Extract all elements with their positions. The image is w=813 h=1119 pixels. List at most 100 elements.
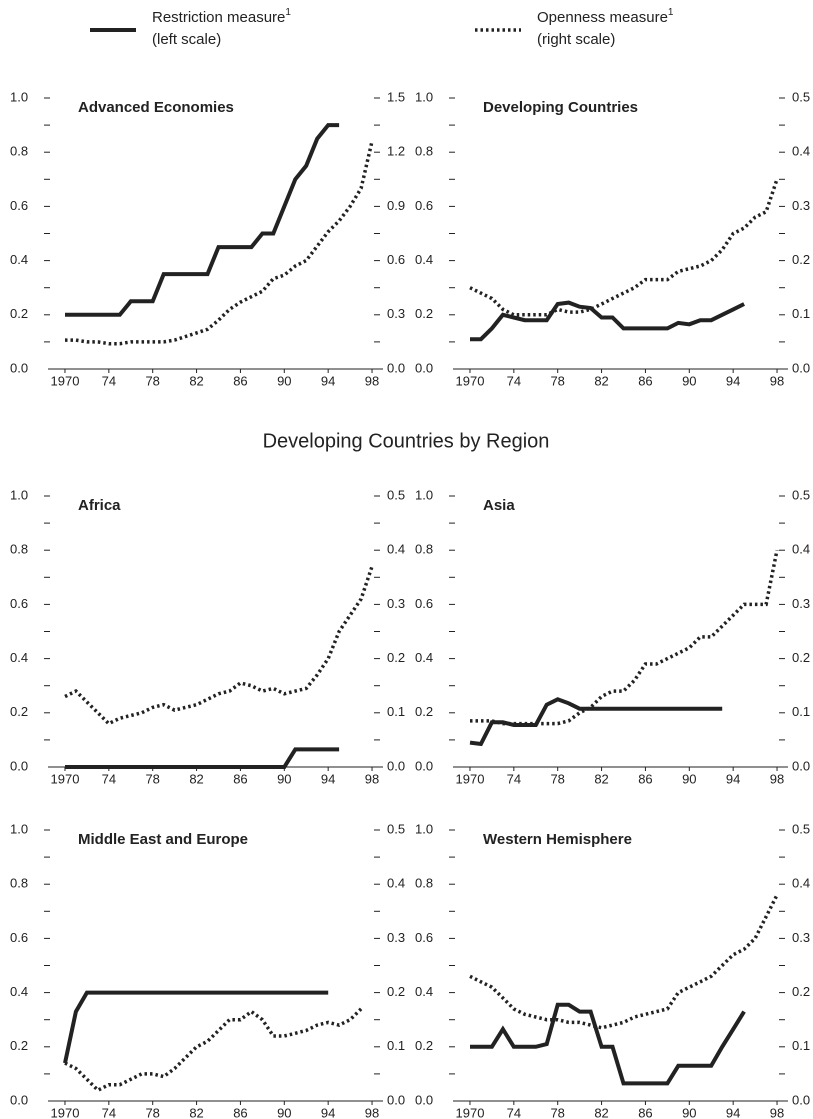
y-tick-label: 0.2 — [415, 306, 433, 321]
y-tick-label: 0.8 — [415, 876, 433, 891]
y-tick-label: 0.8 — [415, 144, 433, 159]
chart-title: Developing Countries — [483, 99, 638, 116]
legend-note: (right scale) — [537, 31, 615, 48]
y2-tick-label: 0.1 — [792, 1038, 810, 1053]
x-tick-label: 74 — [102, 771, 116, 786]
openness-line — [65, 141, 374, 346]
y2-tick-label: 0.5 — [792, 821, 810, 836]
x-tick-label: 82 — [189, 373, 203, 388]
y-tick-label: 0.6 — [415, 930, 433, 945]
restriction-line — [470, 1002, 746, 1086]
y-tick-label: 0.6 — [10, 198, 28, 213]
y2-tick-label: 0.1 — [792, 306, 810, 321]
y2-tick-label: 0.0 — [387, 758, 405, 773]
y2-tick-label: 0.5 — [792, 487, 810, 502]
chart-title: Western Hemisphere — [483, 831, 632, 848]
legend-label: Restriction measure1 — [152, 7, 291, 26]
section-title: Developing Countries by Region — [263, 430, 550, 452]
restriction-line — [65, 123, 340, 317]
y2-tick-label: 0.5 — [387, 821, 405, 836]
x-tick-label: 74 — [507, 771, 521, 786]
y2-tick-label: 0.4 — [792, 144, 810, 159]
openness-line — [64, 565, 374, 726]
y2-tick-label: 0.2 — [792, 984, 810, 999]
x-tick-label: 82 — [594, 1105, 608, 1119]
y-tick-label: 1.0 — [415, 487, 433, 502]
y-tick-label: 0.4 — [415, 650, 433, 665]
x-tick-label: 90 — [682, 1105, 696, 1119]
x-tick-label: 74 — [102, 373, 116, 388]
legend-label: Openness measure1 — [537, 7, 674, 26]
x-tick-label: 90 — [682, 771, 696, 786]
y-tick-label: 0.6 — [415, 198, 433, 213]
y-tick-label: 0.0 — [10, 758, 28, 773]
x-tick-label: 1970 — [456, 1105, 485, 1119]
legend-footnote: 1 — [668, 7, 674, 18]
y-tick-label: 1.0 — [10, 487, 28, 502]
x-tick-label: 78 — [145, 373, 159, 388]
y-tick-label: 0.8 — [415, 542, 433, 557]
legend-name: Restriction measure — [152, 9, 285, 26]
x-tick-label: 94 — [726, 373, 740, 388]
y2-tick-label: 0.2 — [792, 650, 810, 665]
openness-line — [469, 894, 779, 1030]
y-tick-label: 0.8 — [10, 144, 28, 159]
y-tick-label: 1.0 — [415, 89, 433, 104]
x-tick-label: 94 — [321, 373, 335, 388]
y2-tick-label: 0.3 — [792, 930, 810, 945]
openness-line — [469, 178, 779, 317]
legend-footnote: 1 — [285, 7, 291, 18]
y2-tick-label: 0.2 — [387, 650, 405, 665]
y2-tick-label: 0.2 — [792, 252, 810, 267]
restriction-line — [65, 747, 340, 769]
chart-title: Middle East and Europe — [78, 831, 248, 848]
y2-tick-label: 0.0 — [792, 360, 810, 375]
y-tick-label: 0.8 — [10, 542, 28, 557]
y2-tick-label: 0.5 — [387, 487, 405, 502]
y-tick-label: 0.2 — [10, 306, 28, 321]
y2-tick-label: 0.1 — [387, 1038, 405, 1053]
x-tick-label: 1970 — [456, 771, 485, 786]
x-tick-label: 82 — [189, 771, 203, 786]
y-tick-label: 0.0 — [415, 1092, 433, 1107]
y2-tick-label: 0.1 — [792, 704, 810, 719]
x-tick-label: 94 — [726, 1105, 740, 1119]
restriction-line — [470, 300, 745, 342]
x-tick-label: 98 — [770, 1105, 784, 1119]
y2-tick-label: 0.4 — [792, 542, 810, 557]
y2-tick-label: 0.6 — [387, 252, 405, 267]
restriction-line — [63, 990, 329, 1064]
x-tick-label: 98 — [365, 771, 379, 786]
x-tick-label: 78 — [550, 373, 564, 388]
openness-line — [64, 1007, 363, 1093]
y-tick-label: 0.4 — [10, 650, 28, 665]
x-tick-label: 74 — [507, 373, 521, 388]
y2-tick-label: 0.4 — [792, 876, 810, 891]
openness-line — [470, 549, 779, 726]
x-tick-label: 90 — [277, 1105, 291, 1119]
x-tick-label: 86 — [233, 1105, 247, 1119]
x-tick-label: 82 — [594, 373, 608, 388]
y2-tick-label: 0.0 — [792, 758, 810, 773]
y2-tick-label: 0.3 — [387, 306, 405, 321]
x-tick-label: 86 — [638, 373, 652, 388]
x-tick-label: 98 — [770, 373, 784, 388]
y2-tick-label: 0.0 — [387, 360, 405, 375]
chart-title: Advanced Economies — [78, 99, 234, 116]
x-tick-label: 90 — [277, 373, 291, 388]
y-tick-label: 0.4 — [415, 984, 433, 999]
y2-tick-label: 0.0 — [387, 1092, 405, 1107]
y-tick-label: 0.2 — [10, 1038, 28, 1053]
x-tick-label: 94 — [321, 1105, 335, 1119]
x-tick-label: 74 — [102, 1105, 116, 1119]
x-tick-label: 90 — [277, 771, 291, 786]
x-tick-label: 98 — [365, 373, 379, 388]
y2-tick-label: 0.2 — [387, 984, 405, 999]
x-tick-label: 98 — [365, 1105, 379, 1119]
x-tick-label: 86 — [638, 771, 652, 786]
y2-tick-label: 1.2 — [387, 144, 405, 159]
y2-tick-label: 0.3 — [792, 198, 810, 213]
legend-name: Openness measure — [537, 9, 668, 26]
y2-tick-label: 0.4 — [387, 542, 405, 557]
